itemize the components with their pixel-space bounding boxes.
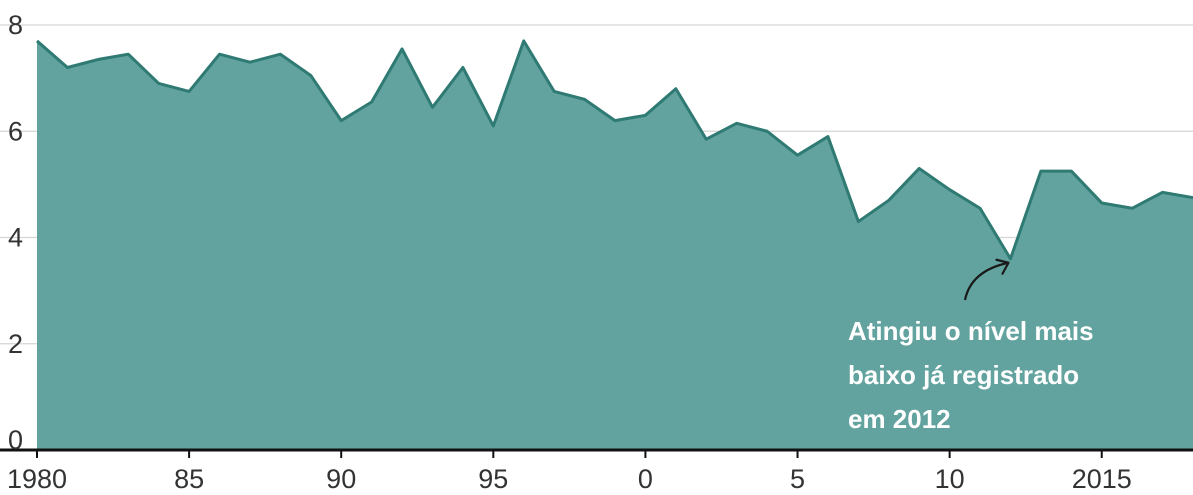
y-tick-label-6: 6 [8, 116, 23, 146]
y-tick-label-2: 2 [8, 329, 23, 359]
data-line [36, 39, 1193, 261]
annotation-arrow [963, 261, 1009, 301]
x-tick-label-2005: 5 [790, 464, 805, 494]
y-tick-labels: 0 2 4 6 8 [8, 10, 23, 455]
annotation: Atingiu o nível mais baixo já registrado… [848, 258, 1094, 434]
annotation-line-2: baixo já registrado [848, 360, 1079, 390]
y-tick-label-4: 4 [8, 223, 23, 253]
x-tick-labels: 1980 85 90 95 0 5 10 2015 [7, 450, 1132, 494]
data-area-group [36, 39, 1193, 450]
y-tick-label-0: 0 [8, 425, 23, 455]
x-tick-label-2010: 10 [935, 464, 965, 494]
x-tick-label-1995: 95 [478, 464, 508, 494]
x-tick-label-2000: 0 [638, 464, 653, 494]
x-tick-label-1985: 85 [174, 464, 204, 494]
x-tick-label-1980: 1980 [7, 464, 67, 494]
annotation-line-1: Atingiu o nível mais [848, 316, 1094, 346]
annotation-line-3: em 2012 [848, 404, 951, 434]
data-area [37, 40, 1193, 450]
y-tick-label-8: 8 [8, 10, 23, 40]
x-tick-label-1990: 90 [326, 464, 356, 494]
x-tick-label-2015: 2015 [1072, 464, 1132, 494]
annotation-arrowhead [995, 258, 1010, 275]
